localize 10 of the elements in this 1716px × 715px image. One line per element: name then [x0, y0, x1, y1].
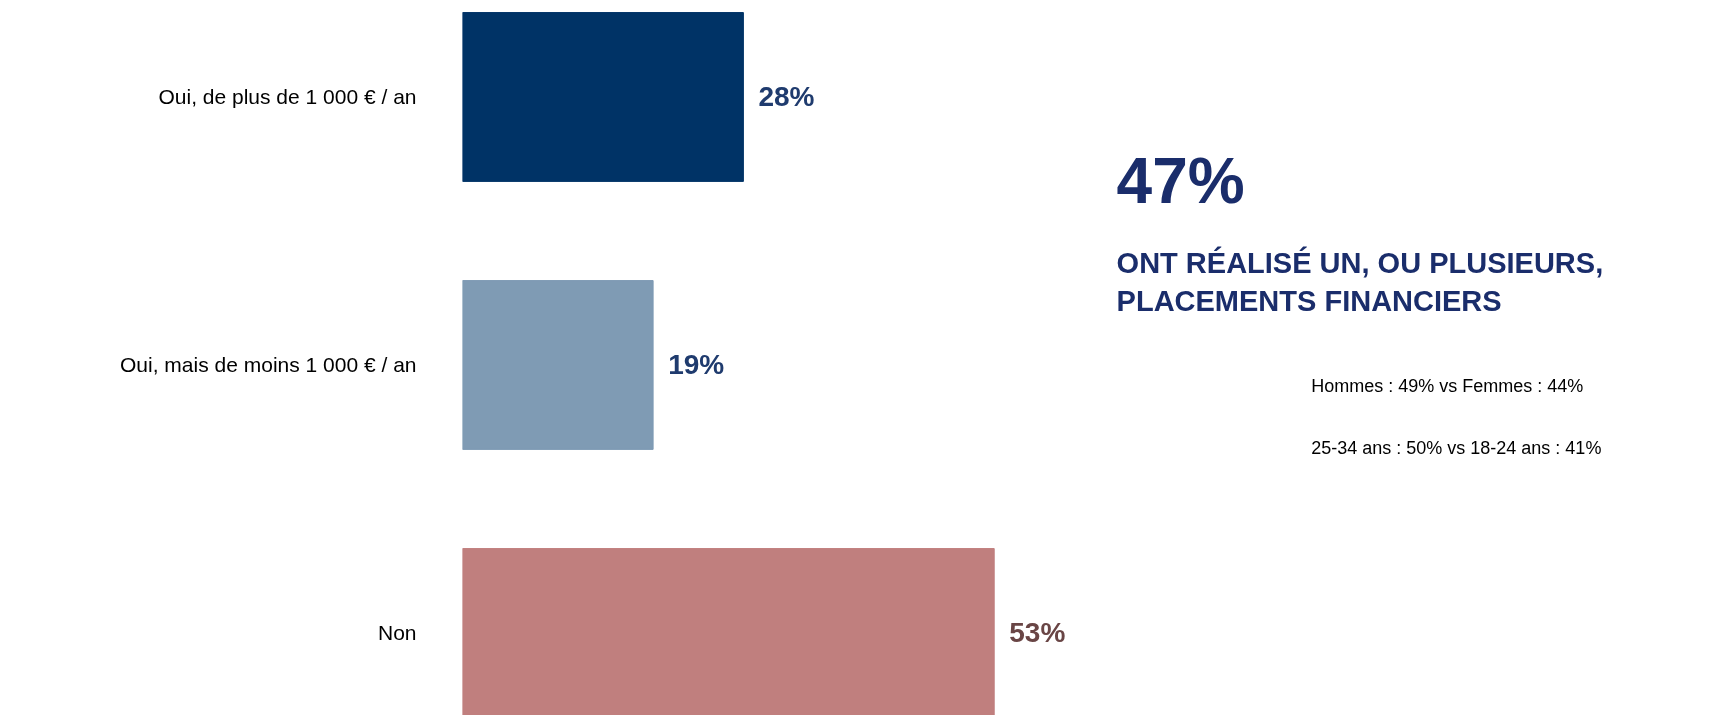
y-tick-label: Non — [377, 621, 417, 645]
text: 25-34 ans : 50% vs 18-24 ans : 41% — [1311, 438, 1602, 459]
data-label: 19% — [668, 349, 725, 381]
text: 47% — [1116, 145, 1245, 218]
y-tick-label: Oui, de plus de 1 000 € / an — [158, 85, 417, 109]
data-label: 53% — [1009, 617, 1066, 649]
y-tick-label: Oui, mais de moins 1 000 € / an — [120, 353, 417, 377]
data-label: 28% — [758, 81, 815, 113]
text: ONT RÉALISÉ UN, OU PLUSIEURS, PLACEMENTS FINANCIERS — [1116, 245, 1604, 318]
text: Hommes : 49% vs Femmes : 44% — [1311, 376, 1584, 397]
